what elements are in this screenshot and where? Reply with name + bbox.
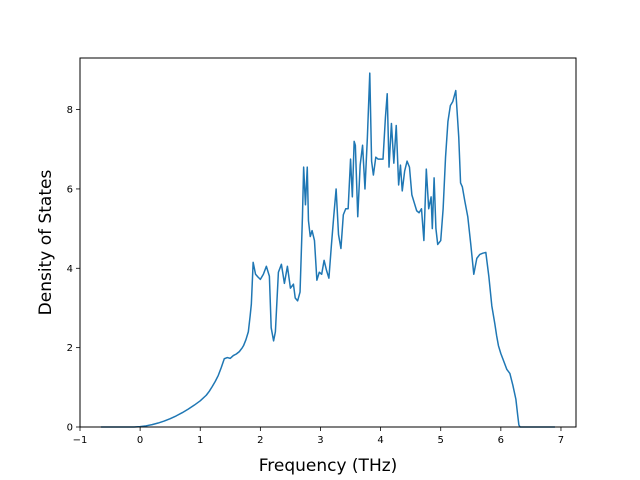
y-tick-label: 8 bbox=[67, 105, 73, 116]
y-tick-label: 2 bbox=[67, 343, 73, 354]
x-tick-label: 2 bbox=[257, 435, 263, 446]
x-tick-label: 5 bbox=[438, 435, 444, 446]
x-axis-ticks: −1 0 1 2 3 4 5 6 7 bbox=[73, 427, 564, 446]
x-tick-label: 4 bbox=[377, 435, 383, 446]
dos-line-series-0 bbox=[101, 72, 555, 428]
x-tick-label: 7 bbox=[558, 435, 564, 446]
y-tick-label: 6 bbox=[67, 184, 73, 195]
plot-area bbox=[101, 72, 555, 428]
x-tick-label: 3 bbox=[317, 435, 323, 446]
y-axis-label: Density of States bbox=[36, 170, 56, 316]
x-tick-label: 1 bbox=[197, 435, 203, 446]
x-tick-label: 0 bbox=[137, 435, 143, 446]
y-tick-label: 0 bbox=[67, 423, 73, 434]
y-tick-label: 4 bbox=[67, 264, 73, 275]
y-axis-ticks: 0 2 4 6 8 bbox=[67, 105, 80, 434]
axes-frame bbox=[79, 57, 577, 428]
x-tick-label: −1 bbox=[73, 435, 88, 446]
x-axis-label: Frequency (THz) bbox=[259, 456, 398, 476]
x-tick-label: 6 bbox=[498, 435, 504, 446]
